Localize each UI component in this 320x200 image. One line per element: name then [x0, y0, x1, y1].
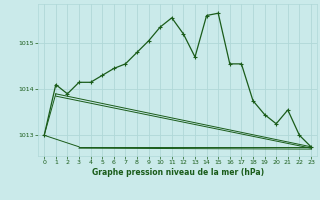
X-axis label: Graphe pression niveau de la mer (hPa): Graphe pression niveau de la mer (hPa) — [92, 168, 264, 177]
